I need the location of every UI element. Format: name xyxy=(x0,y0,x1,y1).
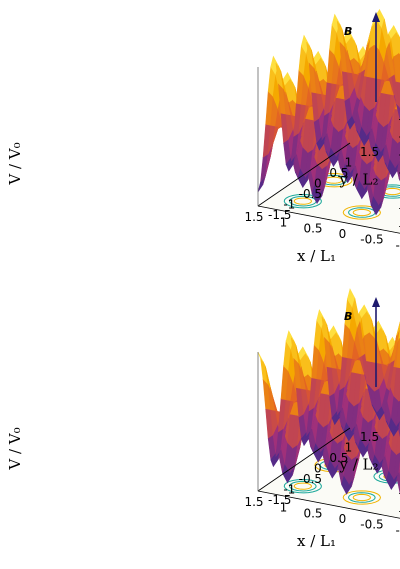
y-tick-label: 1.5 xyxy=(360,430,379,444)
y-tick-label: 0 xyxy=(314,177,322,191)
contour-ring xyxy=(342,205,381,220)
x-tick-label: 0.5 xyxy=(303,506,322,520)
y-axis-line xyxy=(257,142,351,207)
field-label: B xyxy=(344,310,352,323)
x-tick-label: 1 xyxy=(280,501,288,515)
x-tick-label: 0 xyxy=(339,512,347,526)
z-tick-label: -0.2 xyxy=(399,112,400,126)
y-axis-label: y / L₂ xyxy=(338,171,378,189)
contour-ring xyxy=(283,478,322,494)
axes: 10.80.60.40.20-0.2-0.4V / V₀-1.5-1-0.500… xyxy=(6,352,400,550)
z-axis-label: V / V₀ xyxy=(6,427,24,470)
y-tick-label: -1 xyxy=(283,483,295,497)
y-tick-label: 1 xyxy=(345,441,353,455)
y-tick-label: 1 xyxy=(345,156,353,170)
y-tick-label: -0.5 xyxy=(299,187,322,201)
z-tick-label: -0.4 xyxy=(399,130,400,144)
contour-ring xyxy=(289,480,317,492)
x-tick-label: 0.5 xyxy=(303,221,322,235)
x-axis-line xyxy=(257,490,400,519)
contour-ring xyxy=(352,208,371,217)
y-tick-label: -1.5 xyxy=(268,208,291,222)
z-tick-label: -1.2 xyxy=(399,201,400,215)
x-axis-line xyxy=(257,205,400,234)
y-tick-label: 0 xyxy=(314,462,322,476)
z-tick-label: -1.4 xyxy=(399,219,400,233)
surface-cell xyxy=(396,103,400,121)
contour-ring xyxy=(283,193,322,209)
x-tick-label: 0 xyxy=(339,227,347,241)
surface-cell xyxy=(398,420,400,429)
y-tick-label: 0.5 xyxy=(329,166,348,180)
z-tick-label: -0.2 xyxy=(399,486,400,500)
y-axis-line xyxy=(257,427,351,492)
x-tick-label: 1.5 xyxy=(244,495,263,509)
z-tick-label: -0.8 xyxy=(399,165,400,179)
y-tick-label: 1.5 xyxy=(360,145,379,159)
y-axis-label: y / L₂ xyxy=(338,456,378,474)
y-tick-label: -1 xyxy=(283,198,295,212)
contour-ring xyxy=(293,482,312,490)
x-tick-label: -1 xyxy=(396,238,400,252)
contour-ring xyxy=(348,492,376,503)
x-tick-label: 1 xyxy=(280,216,288,230)
contour-ring xyxy=(383,187,400,196)
x-tick-label: -0.5 xyxy=(360,518,383,532)
z-axis-label: V / V₀ xyxy=(6,142,24,185)
y-tick-label: -0.5 xyxy=(299,472,322,486)
contour-ring xyxy=(293,197,312,205)
contour-ring xyxy=(352,493,371,502)
x-tick-label: 1.5 xyxy=(244,210,263,224)
y-tick-label: 0.5 xyxy=(329,451,348,465)
x-axis-label: x / L₁ xyxy=(297,247,336,265)
x-tick-label: -1 xyxy=(396,523,400,537)
surface-cell xyxy=(397,109,400,144)
x-tick-label: -0.5 xyxy=(360,233,383,247)
y-tick-label: -1.5 xyxy=(268,493,291,507)
z-tick-label: -0.6 xyxy=(399,148,400,162)
top-surface-plot: 0-0.2-0.4-0.6-0.8-1-1.2-1.4V / V₀-1.5-1-… xyxy=(6,8,400,265)
field-arrow-head xyxy=(372,297,380,307)
surface-cell xyxy=(396,321,400,336)
field-label: B xyxy=(344,25,352,38)
z-tick-label: -0.4 xyxy=(399,504,400,518)
field-arrow-head xyxy=(372,12,380,22)
axes: 0-0.2-0.4-0.6-0.8-1-1.2-1.4V / V₀-1.5-1-… xyxy=(6,67,400,265)
x-axis-label: x / L₁ xyxy=(297,532,336,550)
contour-ring xyxy=(342,490,381,505)
contour-ring xyxy=(348,207,376,218)
bottom-surface-plot: 10.80.60.40.20-0.2-0.4V / V₀-1.5-1-0.500… xyxy=(6,288,400,550)
contour-ring xyxy=(324,176,343,184)
potential-surface xyxy=(257,288,400,495)
contour-ring xyxy=(289,195,317,207)
